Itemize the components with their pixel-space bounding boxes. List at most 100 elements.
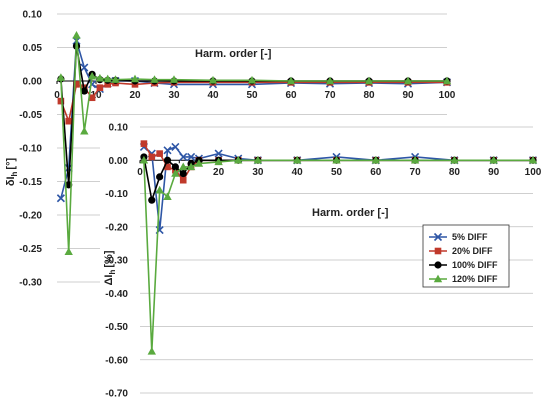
upper-point-5pct-diff xyxy=(88,80,97,89)
upper-y-tick-label: 0.00 xyxy=(23,77,43,88)
lower-x-tick-label: 0 xyxy=(137,167,143,178)
lower-x-tick-label: 80 xyxy=(449,167,461,178)
upper-x-tick-label: 100 xyxy=(439,90,456,101)
legend-item-20pct-diff: 20% DIFF xyxy=(429,246,493,256)
lower-y-tick-label: -0.70 xyxy=(105,389,128,400)
upper-point-120pct-diff xyxy=(111,75,120,83)
lower-point-120pct-diff xyxy=(139,155,149,164)
upper-point-100pct-diff xyxy=(80,87,88,95)
upper-x-tick-label: 90 xyxy=(402,90,414,101)
lower-point-120pct-diff xyxy=(155,185,164,194)
upper-point-120pct-diff xyxy=(87,71,97,80)
upper-point-20pct-diff xyxy=(88,94,96,102)
lower-series-120pct-diff xyxy=(139,155,538,355)
upper-point-120pct-diff xyxy=(208,75,218,84)
lower-point-120pct-diff xyxy=(489,155,498,164)
upper-point-5pct-diff xyxy=(56,194,65,203)
lower-point-120pct-diff xyxy=(194,159,204,167)
legend-swatch-marker xyxy=(434,247,442,255)
lower-point-120pct-diff xyxy=(179,162,188,171)
lower-point-20pct-diff xyxy=(164,163,171,171)
lower-point-100pct-diff xyxy=(156,173,164,181)
legend-swatch-marker xyxy=(433,274,443,283)
upper-point-120pct-diff xyxy=(56,73,66,81)
upper-x-tick-label: 50 xyxy=(246,90,258,101)
upper-point-120pct-diff xyxy=(64,247,73,256)
lower-x-ticks: 0 10 20 30 40 50 60 70 80 90 100 xyxy=(137,160,542,178)
legend-label: 120% DIFF xyxy=(452,274,498,284)
upper-series-line-20pct-diff xyxy=(60,81,447,122)
legend-item-100pct-diff: 100% DIFF xyxy=(429,260,498,270)
upper-point-120pct-diff xyxy=(130,74,140,83)
upper-x-tick-label: 10 xyxy=(90,90,102,101)
upper-x-tick-label: 20 xyxy=(129,90,141,101)
upper-point-120pct-diff xyxy=(325,76,335,85)
lower-point-120pct-diff xyxy=(528,155,538,164)
legend-label: 5% DIFF xyxy=(452,232,488,242)
legend-item-5pct-diff: 5% DIFF xyxy=(429,232,488,242)
upper-point-20pct-diff xyxy=(73,81,80,88)
lower-point-5pct-diff xyxy=(187,152,196,161)
lower-chart: 0 10 20 30 40 50 60 70 80 90 100 0.10 0.00 -0.10 -0.2… xyxy=(100,120,545,410)
lower-point-100pct-diff xyxy=(163,156,172,164)
upper-x-tick-label: 40 xyxy=(207,90,219,101)
legend-label: 100% DIFF xyxy=(452,260,498,270)
upper-x-tick-label: 0 xyxy=(54,90,60,101)
lower-point-20pct-diff xyxy=(140,140,148,147)
upper-point-120pct-diff xyxy=(247,75,257,84)
lower-point-120pct-diff xyxy=(253,155,263,164)
lower-y-tick-label: -0.10 xyxy=(105,189,128,200)
lower-y-ticks: 0.10 0.00 -0.10 -0.20 -0.30 -0.40 -0.50 -0.60 -0… xyxy=(105,123,128,400)
lower-x-axis-title: Harm. order [-] xyxy=(312,207,389,219)
lower-series xyxy=(139,140,538,355)
upper-point-120pct-diff xyxy=(103,74,112,83)
lower-x-tick-label: 50 xyxy=(331,167,343,178)
lower-point-100pct-diff xyxy=(171,163,179,171)
upper-y-tick-label: -0.20 xyxy=(19,211,42,222)
lower-point-120pct-diff xyxy=(371,155,380,164)
lower-y-tick-label: 0.00 xyxy=(109,156,129,167)
lower-x-tick-label: 70 xyxy=(410,167,422,178)
lower-x-tick-label: 10 xyxy=(174,167,186,178)
upper-y-tick-label: 0.05 xyxy=(23,43,43,54)
upper-x-tick-label: 30 xyxy=(168,90,180,101)
lower-y-tick-label: -0.60 xyxy=(105,355,128,366)
lower-point-120pct-diff xyxy=(147,347,156,355)
lower-y-axis-title-unit: [%] xyxy=(103,250,115,267)
lower-point-120pct-diff xyxy=(171,169,180,177)
lower-y-axis-title: ΔIh [%] xyxy=(103,250,117,285)
upper-y-tick-label: 0.10 xyxy=(23,10,43,21)
lower-y-tick-label: 0.10 xyxy=(109,123,129,134)
lower-point-120pct-diff xyxy=(450,155,459,164)
upper-y-tick-label: -0.15 xyxy=(19,177,42,188)
upper-point-5pct-diff xyxy=(80,63,89,72)
lower-point-120pct-diff xyxy=(214,157,223,166)
legend-items: 5% DIFF 20% DIFF 100% DIFF 120% DIFF xyxy=(429,232,498,284)
upper-x-tick-label: 60 xyxy=(285,90,297,101)
upper-point-120pct-diff xyxy=(95,73,105,82)
lower-point-100pct-diff xyxy=(148,196,156,204)
lower-y-tick-label: -0.20 xyxy=(105,222,128,233)
upper-point-120pct-diff xyxy=(403,76,413,85)
lower-point-120pct-diff xyxy=(293,155,302,164)
upper-x-axis-title: Harm. order [-] xyxy=(195,48,272,60)
lower-y-axis-title-main: ΔI xyxy=(103,275,115,286)
upper-y-tick-label: -0.05 xyxy=(19,110,42,121)
upper-point-20pct-diff xyxy=(57,97,65,105)
upper-y-axis-title: δIh [°] xyxy=(5,157,19,186)
upper-x-tick-label: 80 xyxy=(363,90,375,101)
legend-swatch-marker xyxy=(433,232,443,242)
lower-x-tick-label: 40 xyxy=(292,167,304,178)
upper-y-tick-label: -0.25 xyxy=(19,244,42,255)
upper-point-120pct-diff xyxy=(72,31,81,39)
lower-y-tick-label: -0.50 xyxy=(105,322,128,333)
lower-point-100pct-diff xyxy=(179,169,187,178)
lower-point-5pct-diff xyxy=(163,146,172,155)
upper-point-120pct-diff xyxy=(80,126,89,135)
upper-y-axis-title-unit: [°] xyxy=(5,157,17,169)
upper-y-tick-label: -0.10 xyxy=(19,144,42,155)
lower-y-axis-title-sub: h xyxy=(108,270,117,275)
upper-point-120pct-diff xyxy=(442,76,452,85)
upper-y-axis-title-sub: h xyxy=(10,171,19,176)
upper-series-120pct-diff xyxy=(56,31,452,256)
